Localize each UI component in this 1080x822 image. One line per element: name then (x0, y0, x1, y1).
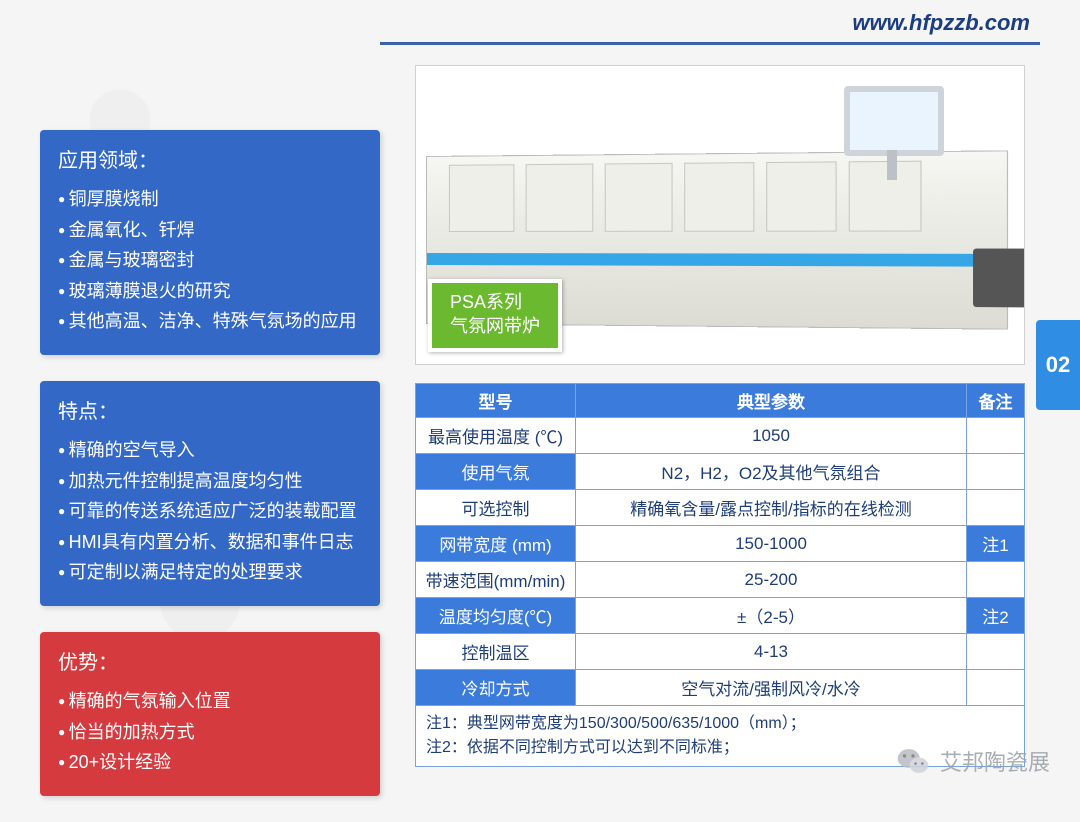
advantages-heading: 优势： (58, 646, 362, 680)
site-url: www.hfpzzb.com (852, 10, 1030, 36)
table-row: 网带宽度 (mm) 150-1000 注1 (416, 526, 1025, 562)
list-item: HMI具有内置分析、数据和事件日志 (58, 527, 362, 558)
table-row: 温度均匀度(℃) ±（2-5） 注2 (416, 598, 1025, 634)
note-line: 注1：典型网带宽度为150/300/500/635/1000（mm）； (426, 712, 1014, 736)
applications-list: 铜厚膜烧制 金属氧化、钎焊 金属与玻璃密封 玻璃薄膜退火的研究 其他高温、洁净、… (58, 184, 362, 337)
table-row: 冷却方式 空气对流/强制风冷/水冷 (416, 670, 1025, 706)
list-item: 恰当的加热方式 (58, 717, 362, 748)
advantages-box: 优势： 精确的气氛输入位置 恰当的加热方式 20+设计经验 (40, 632, 380, 796)
features-heading: 特点： (58, 395, 362, 429)
header-underline (380, 42, 1040, 45)
left-column: 应用领域： 铜厚膜烧制 金属氧化、钎焊 金属与玻璃密封 玻璃薄膜退火的研究 其他… (40, 130, 380, 822)
table-row: 带速范围(mm/min) 25-200 (416, 562, 1025, 598)
table-row: 可选控制 精确氧含量/露点控制/指标的在线检测 (416, 490, 1025, 526)
list-item: 加热元件控制提高温度均匀性 (58, 466, 362, 497)
product-tag-line1: PSA系列 (450, 291, 540, 314)
table-row: 使用气氛 N2，H2，O2及其他气氛组合 (416, 454, 1025, 490)
list-item: 金属氧化、钎焊 (58, 215, 362, 246)
col-remark: 备注 (967, 384, 1025, 418)
right-column: PSA系列 气氛网带炉 型号 典型参数 备注 最高使用温度 (℃) 1050 使… (415, 65, 1025, 767)
footer-brand: 艾邦陶瓷展 (896, 744, 1050, 778)
col-params: 典型参数 (576, 384, 967, 418)
features-box: 特点： 精确的空气导入 加热元件控制提高温度均匀性 可靠的传送系统适应广泛的装载… (40, 381, 380, 606)
table-header-row: 型号 典型参数 备注 (416, 384, 1025, 418)
list-item: 20+设计经验 (58, 747, 362, 778)
product-tag-line2: 气氛网带炉 (450, 315, 540, 338)
features-list: 精确的空气导入 加热元件控制提高温度均匀性 可靠的传送系统适应广泛的装载配置 H… (58, 435, 362, 588)
list-item: 精确的空气导入 (58, 435, 362, 466)
applications-box: 应用领域： 铜厚膜烧制 金属氧化、钎焊 金属与玻璃密封 玻璃薄膜退火的研究 其他… (40, 130, 380, 355)
advantages-list: 精确的气氛输入位置 恰当的加热方式 20+设计经验 (58, 686, 362, 778)
list-item: 可靠的传送系统适应广泛的装载配置 (58, 496, 362, 527)
page-number-tab: 02 (1036, 320, 1080, 410)
product-image: PSA系列 气氛网带炉 (415, 65, 1025, 365)
monitor-icon (844, 86, 944, 156)
spec-table: 型号 典型参数 备注 最高使用温度 (℃) 1050 使用气氛 N2，H2，O2… (415, 383, 1025, 706)
product-tag: PSA系列 气氛网带炉 (428, 279, 562, 352)
table-row: 控制温区 4-13 (416, 634, 1025, 670)
list-item: 可定制以满足特定的处理要求 (58, 557, 362, 588)
wechat-icon (896, 744, 930, 778)
list-item: 铜厚膜烧制 (58, 184, 362, 215)
col-model: 型号 (416, 384, 576, 418)
table-row: 最高使用温度 (℃) 1050 (416, 418, 1025, 454)
list-item: 玻璃薄膜退火的研究 (58, 276, 362, 307)
list-item: 精确的气氛输入位置 (58, 686, 362, 717)
footer-brand-text: 艾邦陶瓷展 (940, 745, 1050, 777)
list-item: 其他高温、洁净、特殊气氛场的应用 (58, 306, 362, 337)
list-item: 金属与玻璃密封 (58, 245, 362, 276)
applications-heading: 应用领域： (58, 144, 362, 178)
